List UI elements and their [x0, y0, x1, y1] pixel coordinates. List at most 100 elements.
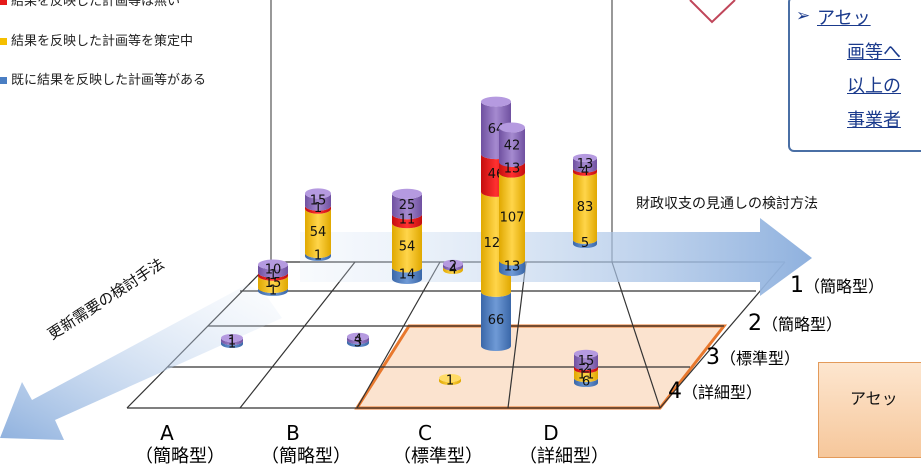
bar-value-label: 83 [577, 200, 594, 215]
depth-cat-num: 2 [748, 311, 762, 336]
bar-top-cap [439, 374, 461, 382]
bar-top-cap [499, 122, 525, 133]
depth-axis-label: 更新需要の検討手法 [44, 255, 167, 344]
bar-segment-purple [573, 157, 597, 173]
bar-value-label: 13 [504, 260, 521, 275]
bar-segment-yellow [443, 266, 463, 274]
bar-segment-blue [305, 253, 331, 261]
depth-cat-num: 3 [706, 345, 720, 370]
depth-category-labels: 1（簡略型） 2（簡略型） 3（標準型） 4（詳細型） [668, 273, 884, 404]
bar-segment-blue [573, 239, 597, 248]
diamond-shape [689, 0, 736, 24]
depth-cat-num: 4 [668, 379, 682, 404]
bar-value-label: 11 [399, 213, 416, 228]
bar-segment-red [573, 168, 597, 176]
bar-C-4: 1 [439, 374, 461, 389]
bar-value-label: 4 [449, 262, 457, 277]
bar-segment-yellow [305, 208, 331, 258]
bar-segment-red [392, 214, 422, 229]
x-axis-label: 財政収支の見通しの検討方法 [636, 196, 818, 212]
depth-cat-2: 2（簡略型） [748, 311, 842, 336]
legend-label: 結果を反映した計画等は無い [11, 0, 181, 9]
bar-value-label: 1 [228, 334, 236, 349]
bar-segment-yellow [392, 223, 422, 273]
bar-segment-yellow [499, 172, 525, 266]
bar-top-cap [221, 334, 243, 342]
callout-box [788, 0, 921, 152]
callout-bullet: ➢ [796, 6, 811, 26]
bar-value-label: 1 [446, 374, 454, 389]
bar-value-label: 54 [310, 225, 327, 240]
legend-swatch-red [0, 0, 7, 5]
depth-cat-num: 1 [790, 273, 804, 298]
bar-D-1b: 5 83 413 [573, 153, 597, 251]
callout-line: 事業者 [847, 110, 901, 131]
bar-segment-yellow [574, 369, 598, 383]
bar-segment-blue [258, 288, 288, 296]
asset-box [818, 362, 921, 458]
x-cat-name-c: （標準型） [393, 446, 483, 465]
bar-segment-blue [481, 291, 511, 351]
bar-segment-purple [305, 193, 331, 211]
x-cat-letter-d: D [543, 421, 558, 445]
legend-item-in-progress: 結果を反映した計画等を策定中 [0, 30, 193, 49]
bar-segment-purple [392, 193, 422, 220]
x-cat-letter-c: C [418, 421, 432, 445]
depth-cat-name: （簡略型） [804, 277, 884, 296]
bar-B-3: 34 [347, 332, 369, 351]
bar-segment-purple [443, 263, 463, 271]
bar-value-label: 15 [578, 354, 595, 369]
back-walls [270, 0, 613, 262]
legend-item-done: 既に結果を反映した計画等がある [0, 69, 206, 88]
bar-segment-blue [499, 260, 525, 276]
depth-cat-4: 4（詳細型） [668, 379, 762, 404]
bar-value-label: 4 [581, 164, 589, 179]
depth-cat-3: 3（標準型） [706, 345, 800, 370]
bar-segment-purple [499, 127, 525, 167]
bar-top-cap [305, 188, 331, 199]
bar-segment-blue [347, 340, 369, 347]
bar-value-label: 1 [314, 249, 322, 264]
bar-segment-purple [221, 338, 243, 345]
bar-value-label: 54 [399, 239, 416, 254]
bar-value-label: 3 [354, 336, 362, 351]
depth-cat-name: （標準型） [720, 349, 800, 368]
x-category-labels: A （簡略型） B （簡略型） C （標準型） D （詳細型） [135, 421, 609, 465]
bar-segment-blue [221, 341, 243, 348]
bar-segment-red [258, 272, 288, 281]
bar-value-label: 42 [504, 139, 521, 154]
bar-top-cap [574, 349, 598, 358]
bar-segment-purple [347, 336, 369, 344]
callout-line: 以上の [847, 76, 901, 97]
bar-value-label: 25 [399, 198, 416, 213]
bar-segment-blue [392, 267, 422, 284]
grid-line [507, 261, 527, 409]
x-cat-name-d: （詳細型） [519, 446, 609, 465]
bar-A-3: 11 [221, 334, 243, 352]
legend-swatch-yellow [0, 38, 7, 45]
bar-segment-yellow [439, 378, 461, 385]
depth-axis-arrow [0, 284, 282, 440]
legend-item-none: 結果を反映した計画等は無い [0, 0, 180, 9]
grid-line [611, 261, 661, 409]
bar-segment-purple [258, 264, 288, 278]
bar-value-label: 13 [577, 157, 594, 172]
bar-segment-red [499, 161, 525, 178]
legend-swatch-blue [0, 77, 7, 84]
bar-segment-yellow [573, 171, 597, 244]
bar-value-label: 14 [399, 267, 416, 282]
grid-line [356, 261, 441, 409]
legend-label: 結果を反映した計画等を策定中 [11, 34, 194, 49]
bar-D-1: 13 107 13 42 [499, 122, 525, 276]
bar-C-1b: 42 [443, 259, 463, 277]
bar-segment-red [305, 205, 331, 214]
grid-line [239, 261, 356, 409]
depth-cat-1: 1（簡略型） [790, 273, 884, 298]
bar-top-cap [573, 153, 597, 162]
bar-top-cap [443, 259, 463, 268]
bar-value-label: 107 [500, 210, 525, 225]
bar-value-label: 1 [269, 268, 277, 283]
